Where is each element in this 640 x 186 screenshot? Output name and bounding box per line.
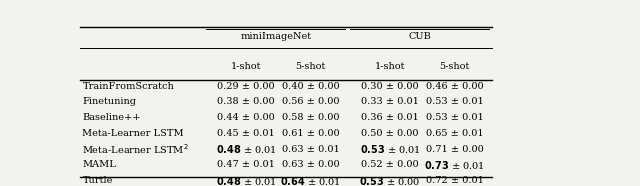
Text: 0.53 ± 0.01: 0.53 ± 0.01	[426, 97, 483, 106]
Text: 0.52 ± 0.00: 0.52 ± 0.00	[361, 160, 419, 169]
Text: 0.33 ± 0.01: 0.33 ± 0.01	[361, 97, 419, 106]
Text: 0.38 ± 0.00: 0.38 ± 0.00	[218, 97, 275, 106]
Text: 0.63 ± 0.00: 0.63 ± 0.00	[282, 160, 339, 169]
Text: 0.47 ± 0.01: 0.47 ± 0.01	[217, 160, 275, 169]
Text: 0.50 ± 0.00: 0.50 ± 0.00	[361, 129, 419, 138]
Text: TrainFromScratch: TrainFromScratch	[83, 81, 174, 91]
Text: Meta-Learner LSTM$^2$: Meta-Learner LSTM$^2$	[83, 142, 189, 156]
Text: 0.58 ± 0.00: 0.58 ± 0.00	[282, 113, 339, 122]
Text: 5-shot: 5-shot	[296, 62, 326, 71]
Text: CUB: CUB	[408, 32, 431, 41]
Text: Finetuning: Finetuning	[83, 97, 136, 106]
Text: 0.53 ± 0.01: 0.53 ± 0.01	[426, 113, 483, 122]
Text: Turtle: Turtle	[83, 176, 113, 185]
Text: MAML: MAML	[83, 160, 116, 169]
Text: Meta-Learner LSTM: Meta-Learner LSTM	[83, 129, 184, 138]
Text: 0.36 ± 0.01: 0.36 ± 0.01	[361, 113, 419, 122]
Text: 5-shot: 5-shot	[439, 62, 470, 71]
Text: $\mathbf{0.53}$ ± 0.01: $\mathbf{0.53}$ ± 0.01	[360, 143, 420, 155]
Text: $\mathbf{0.48}$ ± 0.01: $\mathbf{0.48}$ ± 0.01	[216, 175, 276, 186]
Text: 0.72 ± 0.01: 0.72 ± 0.01	[426, 176, 483, 185]
Text: 0.29 ± 0.00: 0.29 ± 0.00	[218, 81, 275, 91]
Text: 0.65 ± 0.01: 0.65 ± 0.01	[426, 129, 483, 138]
Text: 1-shot: 1-shot	[375, 62, 405, 71]
Text: 0.44 ± 0.00: 0.44 ± 0.00	[218, 113, 275, 122]
Text: 0.56 ± 0.00: 0.56 ± 0.00	[282, 97, 339, 106]
Text: $\mathbf{0.53}$ ± 0.00: $\mathbf{0.53}$ ± 0.00	[359, 175, 420, 186]
Text: $\mathbf{0.73}$ ± 0.01: $\mathbf{0.73}$ ± 0.01	[424, 159, 485, 171]
Text: $\mathbf{0.64}$ ± 0.01: $\mathbf{0.64}$ ± 0.01	[280, 175, 341, 186]
Text: $\mathbf{0.48}$ ± 0.01: $\mathbf{0.48}$ ± 0.01	[216, 143, 276, 155]
Text: 0.40 ± 0.00: 0.40 ± 0.00	[282, 81, 339, 91]
Text: 0.63 ± 0.01: 0.63 ± 0.01	[282, 145, 339, 154]
Text: Baseline++: Baseline++	[83, 113, 141, 122]
Text: 0.46 ± 0.00: 0.46 ± 0.00	[426, 81, 483, 91]
Text: miniImageNet: miniImageNet	[241, 32, 312, 41]
Text: 0.71 ± 0.00: 0.71 ± 0.00	[426, 145, 483, 154]
Text: 0.61 ± 0.00: 0.61 ± 0.00	[282, 129, 339, 138]
Text: 1-shot: 1-shot	[231, 62, 261, 71]
Text: 0.45 ± 0.01: 0.45 ± 0.01	[218, 129, 275, 138]
Text: 0.30 ± 0.00: 0.30 ± 0.00	[361, 81, 419, 91]
